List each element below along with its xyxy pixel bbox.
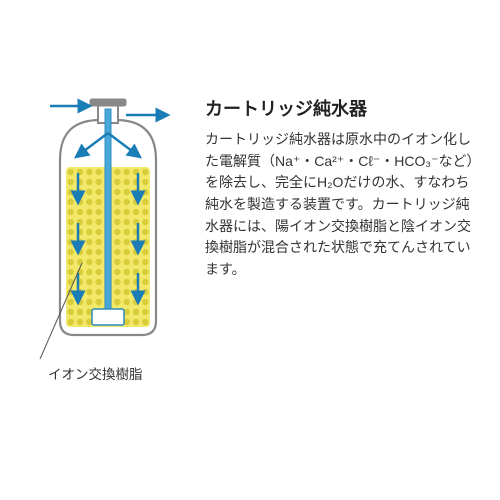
purifier-diagram (20, 95, 190, 395)
resin-label: イオン交換樹脂 (48, 363, 143, 383)
text-column: カートリッジ純水器 カートリッジ純水器は原水中のイオン化した電解質（Na⁺・Ca… (200, 95, 480, 405)
diagram-column: イオン交換樹脂 (20, 95, 200, 405)
body-text: カートリッジ純水器は原水中のイオン化した電解質（Na⁺・Ca²⁺・Cℓ⁻・HCO… (205, 129, 480, 281)
title: カートリッジ純水器 (205, 95, 480, 121)
content-panel: イオン交換樹脂 カートリッジ純水器 カートリッジ純水器は原水中のイオン化した電解… (20, 95, 480, 405)
